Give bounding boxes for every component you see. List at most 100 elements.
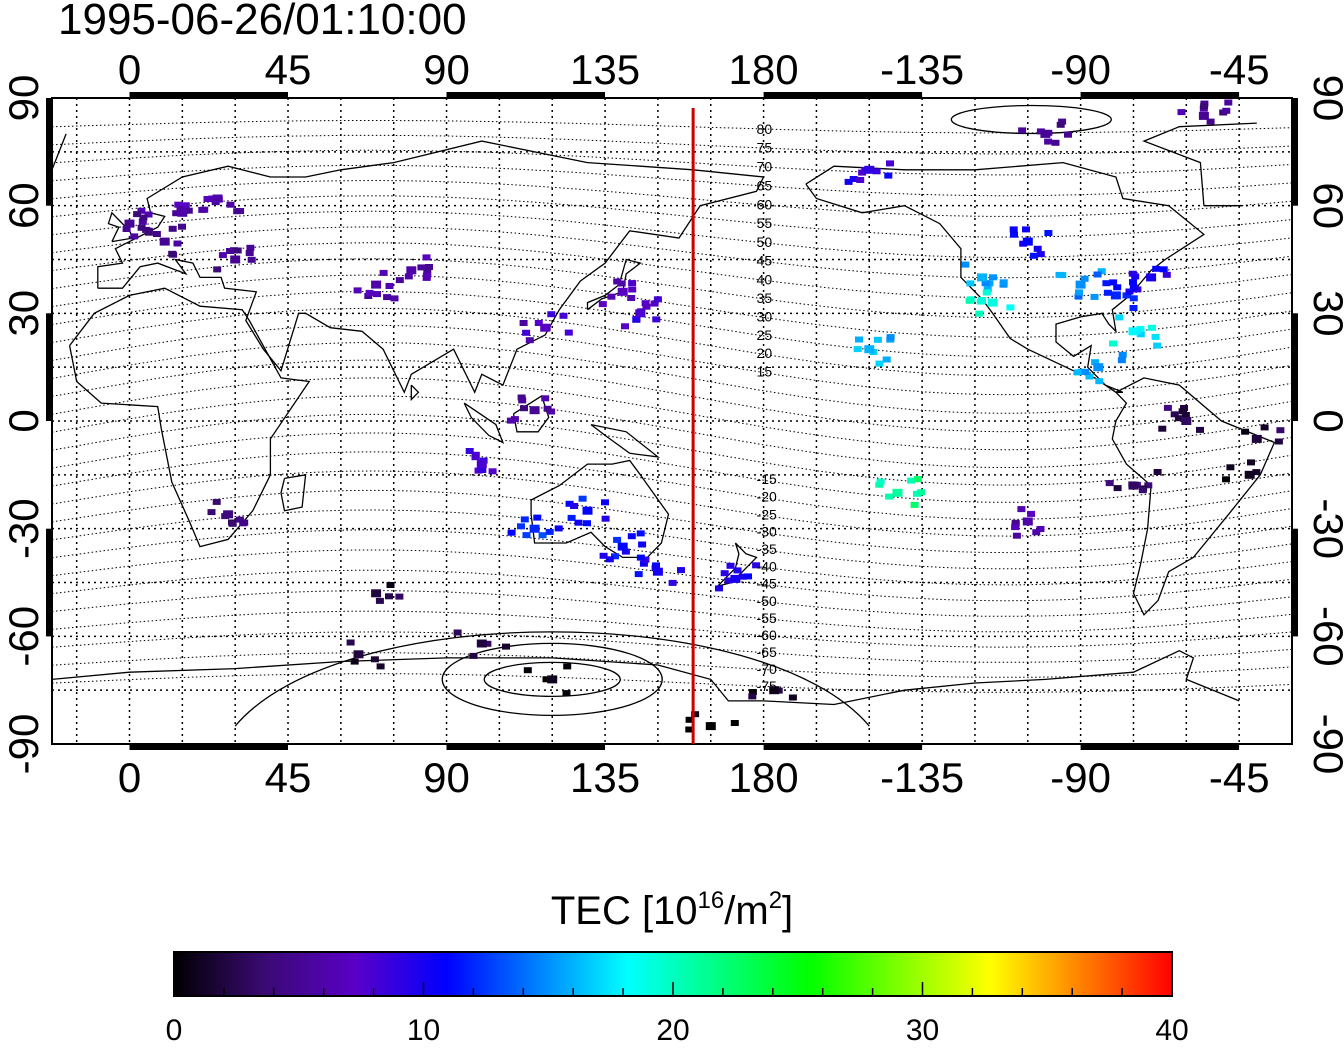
tec-cell bbox=[235, 516, 244, 523]
top-lon-tick-label: 90 bbox=[423, 46, 470, 93]
colorbar-title: TEC [1016/m2] bbox=[0, 886, 1344, 936]
tec-cell bbox=[910, 501, 919, 508]
tec-cell bbox=[981, 280, 990, 287]
mlat-contour bbox=[52, 451, 1292, 520]
tec-cell bbox=[1129, 295, 1138, 302]
tec-cell bbox=[1129, 305, 1138, 311]
contour-label: 50 bbox=[757, 234, 773, 250]
coastline-greenland bbox=[52, 122, 1257, 207]
mlat-contour bbox=[52, 652, 1292, 678]
right-lat-tick-label: 0 bbox=[1305, 409, 1344, 432]
tec-cell bbox=[208, 195, 217, 202]
tec-cell bbox=[370, 656, 379, 663]
bottom-lon-tick-label: 135 bbox=[570, 754, 640, 801]
tec-cell bbox=[1252, 469, 1261, 476]
tec-cell bbox=[907, 477, 916, 484]
tec-observation bbox=[977, 273, 987, 282]
tec-cell bbox=[983, 286, 992, 293]
tec-cell bbox=[1151, 333, 1160, 340]
tec-cell bbox=[621, 323, 629, 330]
left-frame-bar bbox=[46, 313, 52, 421]
tec-cell bbox=[975, 310, 984, 317]
tec-cell bbox=[1051, 139, 1060, 146]
tec-cell bbox=[425, 264, 433, 270]
tec-cell bbox=[228, 520, 237, 527]
tec-cell bbox=[1159, 266, 1168, 273]
tec-cell bbox=[1152, 265, 1161, 272]
contour-label: 70 bbox=[757, 159, 773, 175]
coastline-madagascar bbox=[280, 474, 307, 512]
bottom-lon-tick-label: 90 bbox=[423, 754, 470, 801]
contour-label: 20 bbox=[757, 345, 773, 361]
tec-cell bbox=[1103, 289, 1112, 296]
tec-observation bbox=[864, 345, 875, 354]
contour-ellipse bbox=[441, 642, 663, 717]
colorbar-title-exponent: 16 bbox=[697, 887, 725, 914]
left-frame-bar bbox=[46, 528, 52, 637]
mlat-contour bbox=[52, 549, 1292, 602]
tec-cell bbox=[138, 218, 147, 225]
tec-cell bbox=[739, 573, 748, 580]
tec-cell bbox=[627, 295, 636, 301]
magnetic-latitude-contours bbox=[52, 104, 1292, 727]
tec-cell bbox=[876, 478, 885, 485]
tec-cell bbox=[855, 336, 863, 343]
right-lat-tick-label: -90 bbox=[1305, 714, 1344, 775]
contour-label: 45 bbox=[757, 253, 773, 269]
tec-observation bbox=[769, 686, 780, 695]
tec-cell bbox=[1162, 271, 1171, 278]
coastline-newguinea bbox=[590, 423, 661, 458]
mlat-contour bbox=[52, 134, 1292, 155]
tec-observation bbox=[177, 208, 188, 217]
tec-cell bbox=[617, 280, 626, 287]
tec-cell bbox=[173, 240, 182, 247]
tec-cell bbox=[518, 397, 527, 404]
tec-cell bbox=[886, 160, 894, 167]
left-lat-tick-label: -90 bbox=[0, 714, 47, 775]
tec-cell bbox=[1113, 485, 1122, 492]
contour-label: -60 bbox=[757, 627, 777, 643]
mlat-contour bbox=[52, 509, 1292, 570]
tec-cell bbox=[395, 593, 404, 600]
tec-cell bbox=[1022, 226, 1030, 233]
tec-observation bbox=[1181, 417, 1192, 425]
bottom-frame-bar bbox=[446, 744, 605, 750]
coastline-indiasl bbox=[410, 384, 420, 402]
tec-cell bbox=[872, 168, 881, 175]
tec-cell bbox=[1138, 487, 1147, 494]
tec-cell bbox=[542, 676, 551, 683]
tec-cell bbox=[564, 329, 573, 336]
tec-cell bbox=[611, 553, 619, 560]
tec-cell bbox=[174, 201, 183, 208]
tec-cell bbox=[1170, 411, 1179, 418]
contour-ellipse bbox=[950, 104, 1112, 135]
tec-cell bbox=[365, 289, 374, 296]
tec-cell bbox=[218, 252, 227, 259]
tec-cell bbox=[1033, 245, 1042, 252]
tec-cell bbox=[715, 585, 723, 592]
tec-cell bbox=[453, 629, 462, 636]
contour-label: 65 bbox=[757, 178, 773, 194]
mlat-contour bbox=[52, 359, 1292, 433]
contour-label: -50 bbox=[757, 593, 777, 609]
left-lat-tick-label: 0 bbox=[0, 409, 47, 432]
tec-cell bbox=[849, 176, 858, 182]
colorbar-tick-label: 0 bbox=[166, 1014, 183, 1047]
mlat-contour bbox=[52, 631, 1292, 663]
tec-cell bbox=[1153, 469, 1162, 475]
tec-cell bbox=[601, 499, 609, 506]
tec-cell bbox=[247, 256, 256, 263]
tec-cell bbox=[1036, 251, 1045, 258]
tec-observation bbox=[864, 165, 875, 174]
tec-cell bbox=[178, 223, 186, 230]
top-lon-tick-label: 45 bbox=[265, 46, 312, 93]
top-lon-tick-label: 0 bbox=[118, 46, 141, 93]
tec-cell bbox=[1080, 275, 1089, 282]
tec-cell bbox=[1178, 408, 1187, 415]
tec-observations bbox=[122, 99, 1285, 733]
tec-cell bbox=[385, 593, 393, 600]
tec-cell bbox=[212, 498, 221, 505]
tec-cell bbox=[685, 726, 694, 733]
tec-cell bbox=[130, 233, 139, 240]
tec-cell bbox=[522, 329, 531, 336]
